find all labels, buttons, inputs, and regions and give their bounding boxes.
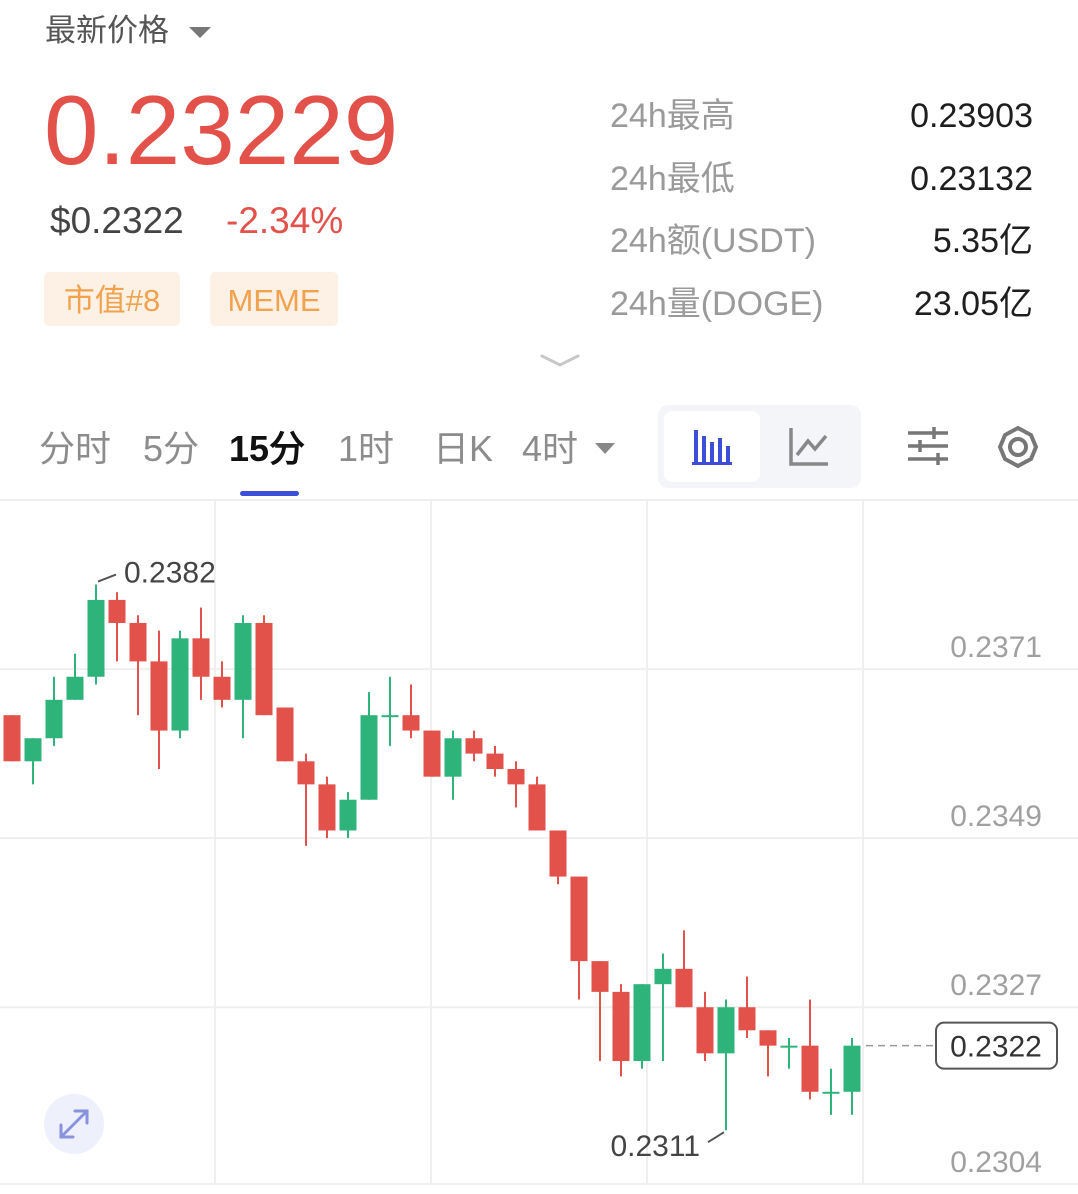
candle-body	[3, 715, 21, 762]
stat-label: 24h量(DOGE)	[610, 285, 824, 323]
price-label[interactable]: 最新价格	[45, 13, 169, 48]
candle-body	[360, 715, 378, 800]
usd-price: $0.2322	[50, 200, 184, 241]
candle-body	[87, 599, 105, 677]
tag-box	[44, 272, 180, 326]
candle-body	[234, 622, 252, 700]
candle-body	[129, 622, 147, 662]
dropdown-caret[interactable]	[189, 27, 211, 38]
candle-body	[24, 738, 42, 762]
tag-box	[210, 272, 338, 326]
tab-caret[interactable]	[595, 443, 615, 454]
min-marker-line	[707, 1131, 725, 1144]
candle-body	[150, 661, 168, 731]
settings-icon[interactable]	[997, 425, 1039, 469]
candle-body	[822, 1091, 840, 1094]
max-marker-label: 0.2382	[124, 557, 216, 590]
candle-body	[318, 784, 336, 831]
line-icon[interactable]	[789, 428, 828, 466]
candle-body	[528, 784, 546, 831]
candle-body	[444, 738, 462, 777]
tab[interactable]: 4时	[522, 428, 578, 469]
candle-body	[675, 968, 693, 1008]
last-price: 0.23229	[44, 75, 398, 185]
candle-body	[612, 991, 630, 1062]
candle-icon[interactable]	[692, 430, 732, 465]
stat-value: 23.05亿	[914, 285, 1033, 323]
candle-body	[633, 984, 651, 1062]
candle-body	[381, 715, 399, 718]
tag: 市值#8	[64, 283, 160, 318]
y-tick-label: 0.2327	[950, 969, 1042, 1002]
candle-body	[45, 699, 63, 739]
price-change: -2.34%	[226, 200, 343, 241]
candle-body	[255, 622, 273, 716]
candle-body	[108, 599, 126, 623]
y-tick-label: 0.2349	[950, 800, 1042, 833]
candle-body	[213, 676, 231, 700]
expand-chevron[interactable]	[540, 354, 580, 367]
tab-underline	[240, 491, 299, 496]
stat-label: 24h最低	[610, 160, 735, 198]
fullscreen-icon[interactable]	[59, 1109, 89, 1139]
candle-body	[654, 968, 672, 985]
stat-value: 5.35亿	[933, 222, 1033, 260]
candle-body	[549, 830, 567, 877]
candle-body	[423, 730, 441, 777]
stat-label: 24h额(USDT)	[610, 222, 816, 260]
candle-body	[66, 676, 84, 700]
max-marker-line	[97, 573, 117, 583]
stat-value: 0.23132	[910, 160, 1033, 198]
tab[interactable]: 1时	[338, 428, 394, 469]
indicator-icon[interactable]	[908, 427, 948, 465]
candle-body	[402, 715, 420, 731]
last-price-box	[935, 1021, 1058, 1070]
candle-body	[738, 1007, 756, 1031]
candle-body	[696, 1007, 714, 1054]
stat-value: 0.23903	[910, 97, 1033, 135]
candle-body	[465, 738, 483, 754]
candle-body	[486, 753, 504, 769]
candle-body	[276, 707, 294, 762]
candle-body	[591, 961, 609, 992]
stat-label: 24h最高	[610, 97, 735, 135]
candle-body	[339, 799, 357, 831]
tab-active[interactable]: 15分	[229, 428, 305, 469]
tab[interactable]: 日K	[433, 428, 493, 469]
candle-body	[843, 1045, 861, 1092]
candle-body	[297, 761, 315, 785]
candle-body	[570, 876, 588, 962]
candle-body	[717, 1007, 735, 1054]
y-tick-label: 0.2304	[950, 1146, 1042, 1179]
last-price-label: 0.2322	[950, 1031, 1042, 1064]
candle-body	[171, 638, 189, 731]
tab[interactable]: 分时	[39, 428, 111, 469]
candle-body	[192, 638, 210, 677]
y-tick-label: 0.2371	[950, 631, 1042, 664]
tab[interactable]: 5分	[143, 428, 199, 469]
candle-body	[759, 1030, 777, 1046]
candlestick-chart: 0.2304 0.2327 0.2349 0.2371 0.2382 0.2311 0.23…	[0, 500, 1078, 1185]
tag: MEME	[228, 283, 321, 318]
min-marker-label: 0.2311	[610, 1130, 700, 1163]
candle-body	[780, 1045, 798, 1048]
candle-body	[507, 768, 525, 785]
candle-body	[801, 1045, 819, 1092]
